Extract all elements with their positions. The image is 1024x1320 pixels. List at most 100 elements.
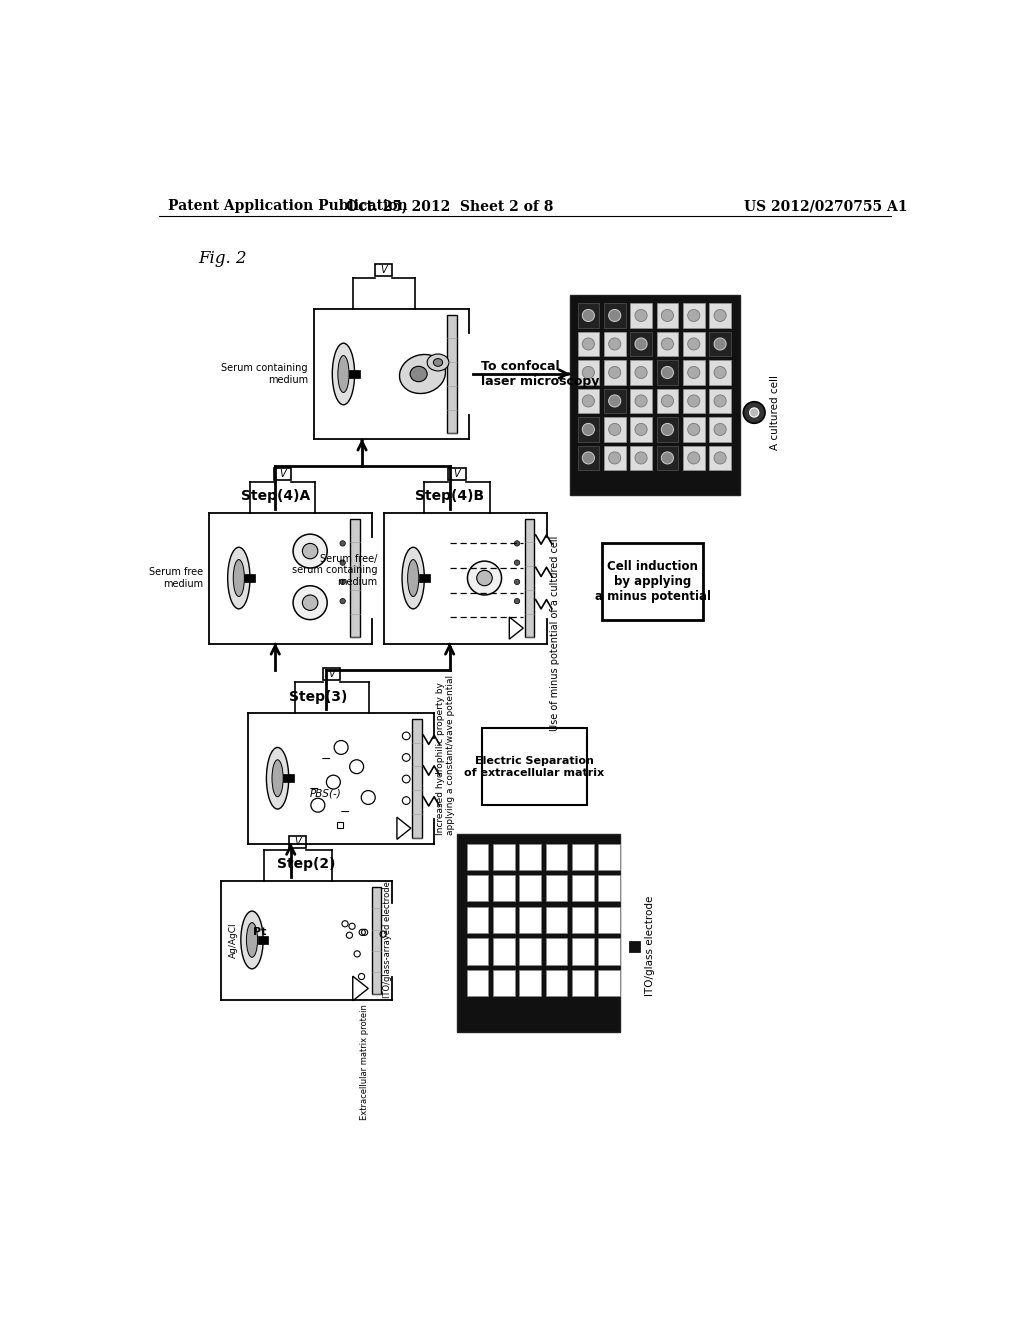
- Bar: [604, 446, 626, 470]
- Bar: [289, 836, 306, 849]
- Bar: [467, 970, 488, 997]
- Bar: [598, 939, 621, 965]
- Circle shape: [743, 401, 765, 424]
- Circle shape: [514, 579, 520, 585]
- Bar: [598, 843, 621, 870]
- Circle shape: [608, 338, 621, 350]
- Ellipse shape: [266, 747, 289, 809]
- Bar: [482, 729, 587, 805]
- Text: Use of minus potential of a cultured cell: Use of minus potential of a cultured cel…: [550, 536, 559, 731]
- Circle shape: [714, 338, 726, 350]
- Bar: [598, 907, 621, 933]
- Text: V: V: [381, 265, 387, 275]
- Bar: [683, 360, 705, 385]
- Text: −: −: [340, 807, 350, 820]
- Bar: [710, 331, 731, 356]
- Bar: [350, 519, 359, 638]
- Bar: [683, 331, 705, 356]
- Circle shape: [514, 560, 520, 565]
- Ellipse shape: [399, 355, 445, 393]
- Bar: [710, 360, 731, 385]
- Bar: [656, 388, 678, 413]
- Text: A cultured cell: A cultured cell: [770, 375, 779, 450]
- Circle shape: [514, 598, 520, 603]
- Bar: [284, 775, 294, 781]
- Bar: [710, 388, 731, 413]
- Circle shape: [688, 367, 699, 379]
- Text: Extracellular matrix protein: Extracellular matrix protein: [359, 1003, 369, 1119]
- Bar: [578, 446, 599, 470]
- Circle shape: [662, 309, 674, 322]
- Bar: [458, 834, 621, 1032]
- Ellipse shape: [433, 359, 442, 367]
- Circle shape: [608, 424, 621, 436]
- Bar: [630, 388, 652, 413]
- Text: To confocal
laser microscopy: To confocal laser microscopy: [480, 360, 599, 388]
- Bar: [572, 970, 594, 997]
- Circle shape: [608, 309, 621, 322]
- Bar: [337, 822, 343, 829]
- Bar: [604, 417, 626, 442]
- Circle shape: [688, 309, 699, 322]
- Text: Patent Application Publication: Patent Application Publication: [168, 199, 408, 213]
- Ellipse shape: [427, 354, 449, 371]
- Bar: [572, 843, 594, 870]
- Bar: [683, 446, 705, 470]
- Bar: [493, 939, 515, 965]
- Bar: [324, 668, 340, 681]
- Circle shape: [635, 367, 647, 379]
- Bar: [449, 467, 466, 480]
- Bar: [578, 331, 599, 356]
- Bar: [519, 875, 541, 902]
- Circle shape: [477, 570, 493, 586]
- Bar: [467, 875, 488, 902]
- Bar: [630, 304, 652, 327]
- Bar: [467, 843, 488, 870]
- Text: Ag/AgCl: Ag/AgCl: [229, 923, 238, 958]
- Circle shape: [635, 309, 647, 322]
- Ellipse shape: [333, 343, 354, 405]
- Circle shape: [750, 408, 759, 417]
- Bar: [245, 574, 255, 582]
- Bar: [419, 574, 430, 582]
- Bar: [710, 417, 731, 442]
- Circle shape: [662, 338, 674, 350]
- Circle shape: [340, 541, 345, 546]
- Text: Pt: Pt: [253, 927, 266, 937]
- Ellipse shape: [247, 923, 258, 957]
- Text: Oct. 25, 2012  Sheet 2 of 8: Oct. 25, 2012 Sheet 2 of 8: [346, 199, 553, 213]
- Circle shape: [688, 451, 699, 463]
- Text: Fig. 2: Fig. 2: [198, 249, 247, 267]
- Circle shape: [302, 595, 317, 610]
- Text: V: V: [329, 669, 335, 680]
- Circle shape: [635, 338, 647, 350]
- Bar: [375, 264, 392, 276]
- Bar: [467, 939, 488, 965]
- Ellipse shape: [241, 911, 263, 969]
- Circle shape: [714, 451, 726, 463]
- Text: Step(3): Step(3): [289, 689, 347, 704]
- Ellipse shape: [272, 760, 284, 797]
- Circle shape: [340, 579, 345, 585]
- Bar: [493, 843, 515, 870]
- Bar: [546, 939, 567, 965]
- Text: Step(4)A: Step(4)A: [241, 490, 310, 503]
- Circle shape: [688, 338, 699, 350]
- Bar: [519, 970, 541, 997]
- Text: US 2012/0270755 A1: US 2012/0270755 A1: [743, 199, 907, 213]
- Bar: [604, 304, 626, 327]
- Bar: [656, 304, 678, 327]
- Bar: [578, 388, 599, 413]
- Circle shape: [714, 309, 726, 322]
- Bar: [524, 519, 535, 638]
- Bar: [630, 331, 652, 356]
- Bar: [519, 939, 541, 965]
- Circle shape: [340, 560, 345, 565]
- Bar: [447, 314, 457, 433]
- Circle shape: [608, 367, 621, 379]
- Circle shape: [608, 395, 621, 407]
- Text: Electric Separation
of extracellular matrix: Electric Separation of extracellular mat…: [465, 756, 604, 777]
- Bar: [604, 360, 626, 385]
- Bar: [683, 417, 705, 442]
- Text: Serum free/
serum containing
medium: Serum free/ serum containing medium: [292, 554, 378, 587]
